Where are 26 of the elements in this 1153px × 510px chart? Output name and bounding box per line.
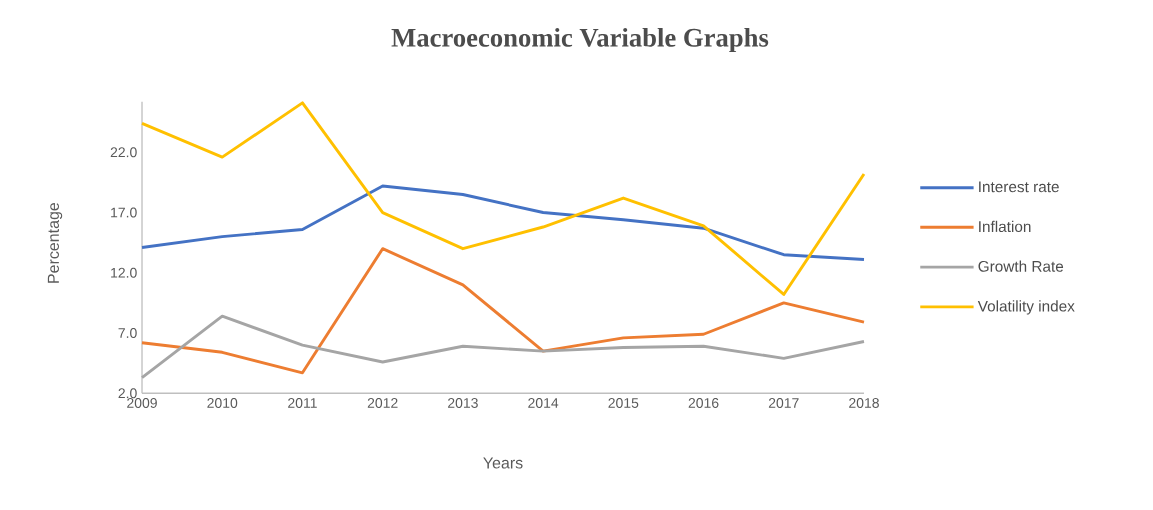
y-tick-label: 12.0 xyxy=(111,267,137,278)
line-series xyxy=(140,247,866,375)
y-tick-label: 2.0 xyxy=(118,388,137,399)
legend-label: Inflation xyxy=(979,220,1031,233)
line-series xyxy=(140,314,866,380)
y-tick-label: 7.0 xyxy=(118,328,137,339)
x-tick-label: 2013 xyxy=(448,398,478,408)
legend-label: Growth Rate xyxy=(978,260,1064,272)
x-tick-label: 2018 xyxy=(849,398,879,408)
y-tick-label: 17.0 xyxy=(111,207,137,218)
legend-label: Volatility index xyxy=(977,300,1075,315)
x-tick-label: 2014 xyxy=(528,398,559,408)
x-tick-label: 2010 xyxy=(207,398,238,408)
y-axis-title: Percentage xyxy=(47,202,63,283)
x-tick-label: 2009 xyxy=(127,398,157,408)
legend-label: Interest rate xyxy=(979,181,1059,193)
x-tick-label: 2011 xyxy=(288,398,317,408)
x-tick-label: 2015 xyxy=(608,398,639,408)
line-series xyxy=(140,101,866,296)
chart-title: Macroeconomic Variable Graphs xyxy=(391,27,769,53)
x-tick-label: 2016 xyxy=(688,398,719,408)
y-tick-label: 22.0 xyxy=(110,147,137,158)
line-series xyxy=(140,184,866,262)
x-tick-label: 2017 xyxy=(768,398,799,408)
x-axis-title: Years xyxy=(483,457,523,469)
x-tick-label: 2012 xyxy=(367,398,398,408)
